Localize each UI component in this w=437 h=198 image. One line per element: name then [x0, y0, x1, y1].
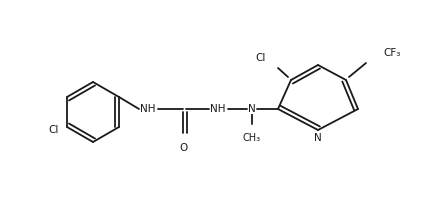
Text: CH₃: CH₃: [243, 133, 261, 143]
Text: O: O: [179, 143, 187, 153]
Text: N: N: [248, 104, 256, 114]
Text: Cl: Cl: [256, 53, 266, 63]
Text: NH: NH: [210, 104, 226, 114]
Text: NH: NH: [140, 104, 156, 114]
Text: Cl: Cl: [49, 125, 59, 135]
Text: CF₃: CF₃: [383, 48, 400, 58]
Text: N: N: [314, 133, 322, 143]
